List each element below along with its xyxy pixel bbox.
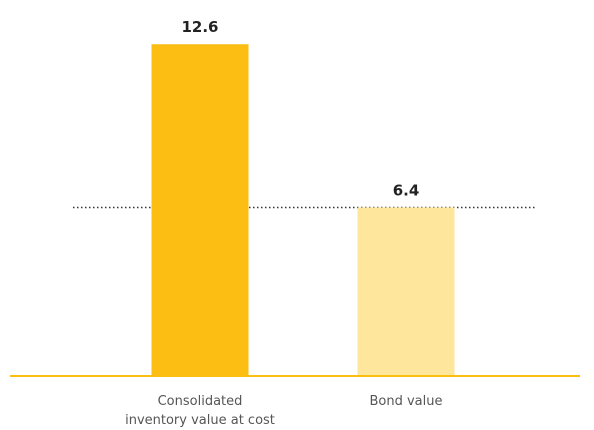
- bar-0: [151, 44, 249, 377]
- value-label-0: 12.6: [181, 18, 218, 36]
- bars-group: [151, 44, 455, 377]
- value-label-1: 6.4: [393, 181, 420, 199]
- category-labels-group: Consolidated inventory value at cost Bond …: [125, 394, 442, 428]
- category-label-1: Bond value: [369, 394, 442, 409]
- value-labels-group: 12.6 6.4: [181, 18, 419, 199]
- category-label-0: Consolidated inventory value at cost: [125, 394, 275, 428]
- bar-1: [357, 207, 455, 376]
